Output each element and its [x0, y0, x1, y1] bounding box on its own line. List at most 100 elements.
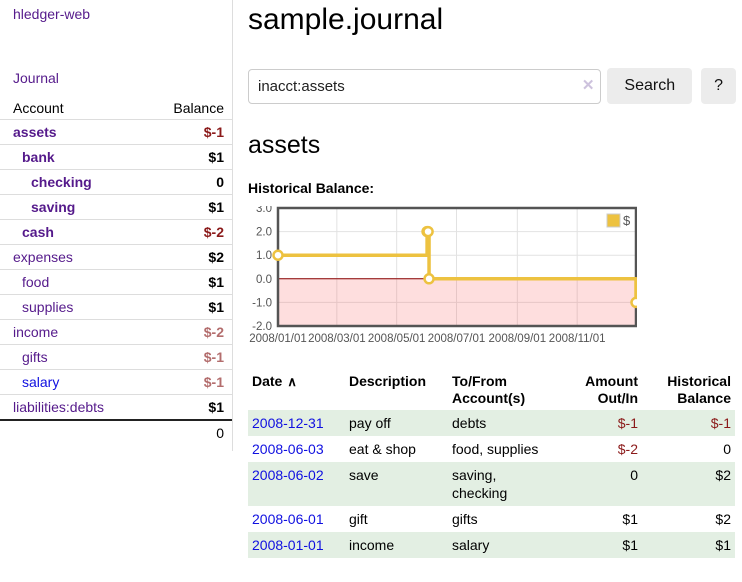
sort-asc-icon: ∧ — [287, 374, 297, 389]
search-form: ✕ Search ? — [248, 68, 736, 104]
transaction-date-link[interactable]: 2008-06-03 — [252, 441, 324, 457]
transaction-date-cell: 2008-06-01 — [248, 506, 345, 532]
accounts-table: Account Balance assets$-1bank$1checking0… — [0, 100, 232, 445]
account-link[interactable]: saving — [0, 199, 75, 215]
legend-swatch — [607, 214, 620, 227]
account-balance: $-2 — [137, 220, 232, 245]
y-tick-label: -2.0 — [252, 321, 272, 333]
transaction-balance: $2 — [642, 462, 735, 506]
account-link[interactable]: bank — [0, 149, 55, 165]
y-tick-label: 1.0 — [256, 250, 272, 262]
legend-label: $ — [623, 213, 631, 228]
account-balance: $-1 — [137, 370, 232, 395]
account-link[interactable]: expenses — [0, 249, 73, 265]
account-balance: $-2 — [137, 320, 232, 345]
account-row: food $1 — [0, 270, 232, 295]
account-row: salary $-1 — [0, 370, 232, 395]
y-tick-label: 3.0 — [256, 206, 272, 215]
transaction-date-cell: 2008-06-03 — [248, 436, 345, 462]
chart-title: Historical Balance: — [248, 180, 736, 196]
transaction-balance: $2 — [642, 506, 735, 532]
account-row: gifts $-1 — [0, 345, 232, 370]
register-header-date[interactable]: Date∧ — [248, 370, 345, 410]
transaction-row: 2008-06-01 giftgifts$1$2 — [248, 506, 735, 532]
transaction-amount: $-2 — [554, 436, 642, 462]
transaction-balance: 0 — [642, 436, 735, 462]
brand-link[interactable]: hledger-web — [13, 6, 232, 22]
accounts-total-value: 0 — [137, 420, 232, 445]
transaction-date-cell: 2008-06-02 — [248, 462, 345, 506]
x-tick-label: 2008/11/01 — [549, 333, 606, 345]
account-row: bank $1 — [0, 145, 232, 170]
register-header-description: Description — [345, 370, 448, 410]
account-link[interactable]: salary — [0, 374, 59, 390]
data-point-marker — [425, 274, 434, 283]
account-row: saving$1 — [0, 195, 232, 220]
account-row: supplies $1 — [0, 295, 232, 320]
main-content: sample.journal ✕ Search ? assets Histori… — [233, 0, 742, 558]
balance-chart-svg[interactable]: $3.0 2.0 1.0 0.0 -1.0 -2.02008/01/012008/03/0… — [248, 206, 637, 348]
transaction-description: pay off — [345, 410, 448, 436]
y-tick-label: -1.0 — [252, 297, 272, 309]
transaction-accounts: saving, checking — [448, 462, 554, 506]
register-header-amount: Amount Out/In — [554, 370, 642, 410]
x-tick-label: 2008/01/01 — [249, 333, 307, 345]
x-tick-label: 2008/03/01 — [308, 333, 366, 345]
account-balance: $-1 — [137, 120, 232, 145]
transaction-row: 2008-12-31pay offdebts$-1$-1 — [248, 410, 735, 436]
account-link[interactable]: liabilities:debts — [0, 399, 104, 415]
y-tick-label: 0.0 — [256, 274, 272, 286]
register-header-accounts: To/From Account(s) — [448, 370, 554, 410]
register-header-balance: Historical Balance — [642, 370, 735, 410]
account-link[interactable]: cash — [0, 224, 54, 240]
account-link[interactable]: gifts — [0, 349, 48, 365]
transaction-date-cell: 2008-01-01 — [248, 532, 345, 558]
account-link[interactable]: checking — [0, 174, 92, 190]
account-link[interactable]: assets — [0, 124, 57, 140]
clear-search-icon[interactable]: ✕ — [582, 77, 595, 95]
transaction-amount: $1 — [554, 506, 642, 532]
account-row: assets $-1 — [0, 120, 232, 145]
transaction-description: income — [345, 532, 448, 558]
y-tick-label: 2.0 — [256, 227, 272, 239]
accounts-header-balance: Balance — [137, 100, 232, 120]
transaction-description: gift — [345, 506, 448, 532]
search-button[interactable]: Search — [607, 68, 692, 104]
sidebar-item-journal[interactable]: Journal — [13, 70, 59, 86]
transaction-date-link[interactable]: 2008-06-02 — [252, 467, 324, 483]
transaction-accounts: gifts — [448, 506, 554, 532]
account-balance: $-1 — [137, 345, 232, 370]
transaction-date-link[interactable]: 2008-01-01 — [252, 537, 324, 553]
historical-balance-chart[interactable]: $3.0 2.0 1.0 0.0 -1.0 -2.02008/01/012008/03/0… — [248, 206, 736, 353]
transaction-description: eat & shop — [345, 436, 448, 462]
transaction-balance: $-1 — [642, 410, 735, 436]
x-tick-label: 2008/09/01 — [489, 333, 547, 345]
transaction-row: 2008-06-03 eat & shopfood, supplies$-20 — [248, 436, 735, 462]
account-balance: $1 — [137, 270, 232, 295]
transaction-row: 2008-06-02savesaving, checking0$2 — [248, 462, 735, 506]
page-title: sample.journal — [248, 0, 736, 37]
account-balance: $1 — [137, 145, 232, 170]
data-point-marker — [424, 227, 433, 236]
account-row: income $-2 — [0, 320, 232, 345]
transaction-row: 2008-01-01incomesalary$1$1 — [248, 532, 735, 558]
transaction-date-link[interactable]: 2008-12-31 — [252, 415, 324, 431]
account-link[interactable]: supplies — [0, 299, 73, 315]
transaction-accounts: salary — [448, 532, 554, 558]
transaction-balance: $1 — [642, 532, 735, 558]
x-tick-label: 2008/07/01 — [428, 333, 486, 345]
account-link[interactable]: income — [0, 324, 58, 340]
account-balance: $1 — [137, 295, 232, 320]
help-button[interactable]: ? — [701, 68, 736, 104]
account-link[interactable]: food — [0, 274, 49, 290]
transaction-date-link[interactable]: 2008-06-01 — [252, 511, 324, 527]
account-balance: 0 — [137, 170, 232, 195]
data-point-marker — [274, 251, 283, 260]
transaction-accounts: food, supplies — [448, 436, 554, 462]
sidebar: hledger-web Journal Account Balance asse… — [0, 0, 233, 451]
data-point-marker — [632, 298, 638, 307]
account-row: cash $-2 — [0, 220, 232, 245]
account-balance: $1 — [137, 395, 232, 421]
transaction-date-cell: 2008-12-31 — [248, 410, 345, 436]
search-input[interactable] — [248, 69, 601, 104]
